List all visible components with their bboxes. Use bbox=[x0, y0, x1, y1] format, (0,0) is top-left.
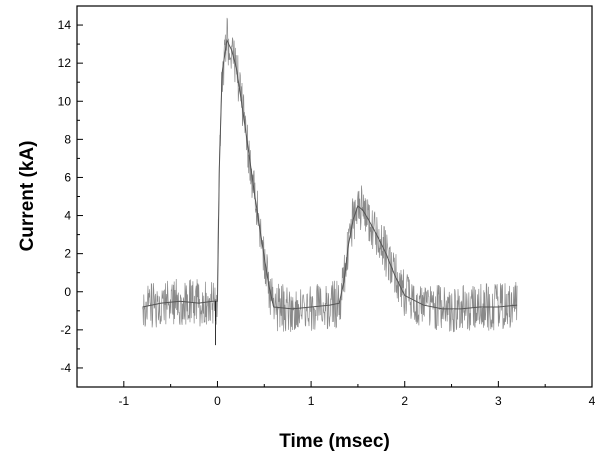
x-tick-label: 4 bbox=[589, 394, 596, 408]
x-axis-title: Time (msec) bbox=[279, 431, 390, 452]
y-tick-label: 4 bbox=[64, 209, 71, 223]
y-tick-label: 0 bbox=[64, 285, 71, 299]
y-axis-title: Current (kA) bbox=[17, 141, 38, 252]
x-tick-label: 2 bbox=[401, 394, 408, 408]
x-tick-label: 0 bbox=[214, 394, 221, 408]
series-noise-trace bbox=[142, 17, 518, 333]
x-tick-label: 3 bbox=[495, 394, 502, 408]
series-line bbox=[142, 38, 518, 310]
y-tick-label: -2 bbox=[60, 323, 71, 337]
y-tick-label: 14 bbox=[58, 18, 72, 32]
x-tick-label: -1 bbox=[118, 394, 129, 408]
y-tick-label: 2 bbox=[64, 247, 71, 261]
y-tick-label: 10 bbox=[58, 94, 72, 108]
x-tick-label: 1 bbox=[308, 394, 315, 408]
y-tick-label: 6 bbox=[64, 170, 71, 184]
y-tick-label: 12 bbox=[58, 56, 72, 70]
plot-frame bbox=[76, 5, 593, 388]
y-tick-label: -4 bbox=[60, 361, 71, 375]
y-tick-label: 8 bbox=[64, 132, 71, 146]
